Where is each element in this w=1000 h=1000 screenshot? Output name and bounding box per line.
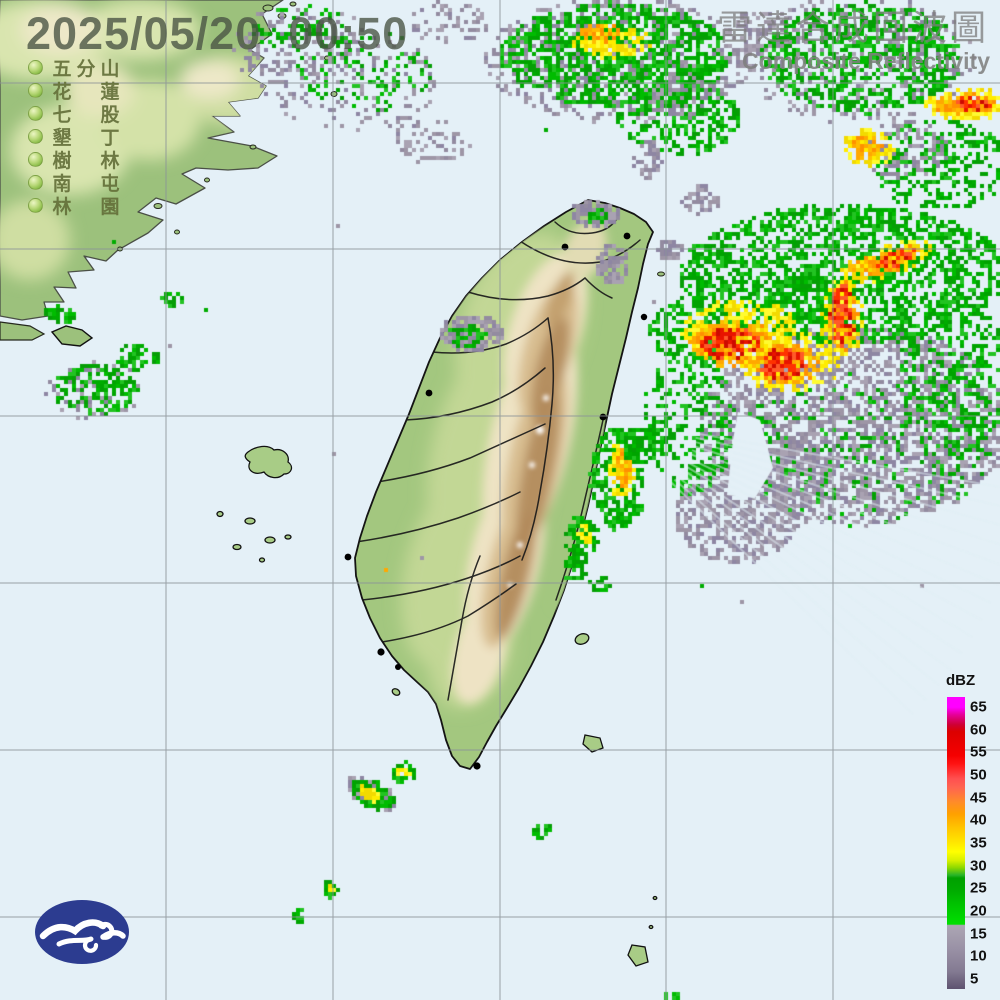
- legend-color-bar: [947, 697, 965, 989]
- page-title-en: Composite Reflectivity: [742, 48, 990, 74]
- station-item-樹林: 樹林: [28, 148, 122, 172]
- legend-tick-35: 35: [970, 834, 987, 852]
- datetime-label: 2025/05/20 00:50: [26, 8, 409, 59]
- legend-unit-label: dBZ: [946, 672, 976, 689]
- legend-tick-30: 30: [970, 857, 987, 875]
- cwb-logo: [35, 900, 129, 964]
- station-item-南屯: 南屯: [28, 171, 122, 195]
- dbz-legend: dBZ 65 60 55 50 45 40 35 30 25 20 15 10 5: [938, 672, 998, 994]
- logo-wave-icon: [39, 919, 126, 953]
- station-name-char: 花: [52, 81, 72, 103]
- station-name-char: 南: [52, 173, 72, 195]
- station-name-char: 五: [52, 58, 72, 80]
- logo-ellipse: [35, 900, 129, 964]
- station-name-char: 林: [52, 196, 72, 218]
- legend-tick-40: 40: [970, 811, 987, 829]
- legend-tick-45: 45: [970, 789, 987, 807]
- station-status-icon: [28, 128, 43, 144]
- station-name-char: 墾: [52, 127, 72, 149]
- title-block: 雷達合成回波圖 Composite Reflectivity: [716, 9, 990, 74]
- page-title-zh: 雷達合成回波圖: [716, 9, 990, 48]
- legend-tick-5: 5: [970, 970, 979, 988]
- station-name-char: 分: [76, 58, 96, 80]
- station-status-icon: [28, 197, 43, 213]
- station-status-icon: [28, 82, 43, 98]
- station-status-icon: [28, 59, 43, 75]
- station-item-七股: 七股: [28, 102, 122, 126]
- station-status-icon: [28, 151, 43, 167]
- station-name-char: 園: [100, 196, 120, 218]
- legend-tick-20: 20: [970, 902, 987, 920]
- station-name-char: 七: [52, 104, 72, 126]
- station-item-林園: 林園: [28, 194, 122, 218]
- station-item-花蓮: 花蓮: [28, 79, 122, 103]
- station-item-墾丁: 墾丁: [28, 125, 122, 149]
- station-name-char: 林: [100, 150, 120, 172]
- station-name-char: 丁: [100, 127, 120, 149]
- station-name-char: 股: [100, 104, 120, 126]
- station-item-五分山: 五分山: [28, 56, 122, 80]
- station-name-char: 屯: [100, 173, 120, 195]
- station-status-icon: [28, 174, 43, 190]
- legend-tick-65: 65: [970, 698, 987, 716]
- station-name-char: 樹: [52, 150, 72, 172]
- legend-tick-15: 15: [970, 925, 987, 943]
- radar-station-list: 五分山花蓮七股墾丁樹林南屯林園: [28, 56, 122, 218]
- legend-tick-60: 60: [970, 721, 987, 739]
- legend-tick-50: 50: [970, 766, 987, 784]
- station-name-char: 山: [100, 58, 120, 80]
- legend-tick-55: 55: [970, 743, 987, 761]
- station-name-char: 蓮: [100, 81, 120, 103]
- legend-tick-25: 25: [970, 879, 987, 897]
- legend-tick-10: 10: [970, 947, 987, 965]
- station-status-icon: [28, 105, 43, 121]
